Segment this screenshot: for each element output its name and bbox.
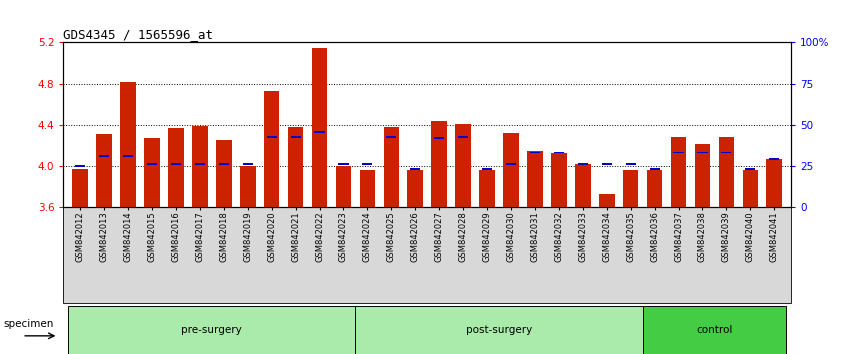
Bar [599, 194, 614, 207]
Bar [625, 163, 635, 165]
Bar [75, 165, 85, 167]
Bar [120, 81, 136, 207]
Text: GDS4345 / 1565596_at: GDS4345 / 1565596_at [63, 28, 213, 41]
Bar [355, 306, 643, 354]
Bar [266, 136, 277, 138]
Bar [168, 128, 184, 207]
Bar [240, 166, 255, 207]
Bar [434, 137, 444, 139]
Bar [264, 91, 279, 207]
Bar [575, 164, 591, 207]
Bar [718, 137, 734, 207]
Bar [315, 131, 325, 133]
Bar [192, 126, 207, 207]
Bar [290, 136, 300, 138]
Bar [480, 170, 495, 207]
Bar [171, 163, 181, 165]
Bar [769, 158, 779, 160]
Text: post-surgery: post-surgery [466, 325, 532, 335]
Bar [482, 168, 492, 170]
Bar [144, 138, 160, 207]
Text: control: control [696, 325, 733, 335]
Bar [383, 127, 399, 207]
Bar [69, 306, 355, 354]
Bar [650, 168, 660, 170]
Bar [219, 163, 229, 165]
Bar [431, 121, 447, 207]
Bar [551, 153, 567, 207]
Bar [338, 163, 349, 165]
Bar [123, 155, 133, 156]
Bar [554, 152, 564, 154]
Bar [96, 134, 112, 207]
Bar [766, 159, 782, 207]
Bar [312, 48, 327, 207]
Bar [195, 163, 205, 165]
Bar [527, 150, 542, 207]
Bar [458, 136, 468, 138]
Bar [147, 163, 157, 165]
Bar [530, 152, 540, 154]
Bar [643, 306, 786, 354]
Bar [288, 127, 304, 207]
Bar [673, 152, 684, 154]
Bar [671, 137, 686, 207]
Bar [362, 163, 372, 165]
Bar [695, 144, 711, 207]
Bar [408, 170, 423, 207]
Bar [722, 152, 732, 154]
Bar [745, 168, 755, 170]
Bar [73, 169, 88, 207]
Bar [410, 168, 420, 170]
Text: specimen: specimen [3, 319, 53, 329]
Text: pre-surgery: pre-surgery [181, 325, 242, 335]
Bar [216, 140, 232, 207]
Bar [602, 163, 612, 165]
Bar [360, 170, 375, 207]
Bar [243, 163, 253, 165]
Bar [503, 133, 519, 207]
Bar [387, 136, 397, 138]
Bar [578, 163, 588, 165]
Bar [506, 163, 516, 165]
Bar [623, 170, 639, 207]
Bar [99, 155, 109, 156]
Bar [336, 166, 351, 207]
Bar [743, 170, 758, 207]
Bar [455, 124, 471, 207]
Bar [697, 152, 707, 154]
Bar [647, 170, 662, 207]
